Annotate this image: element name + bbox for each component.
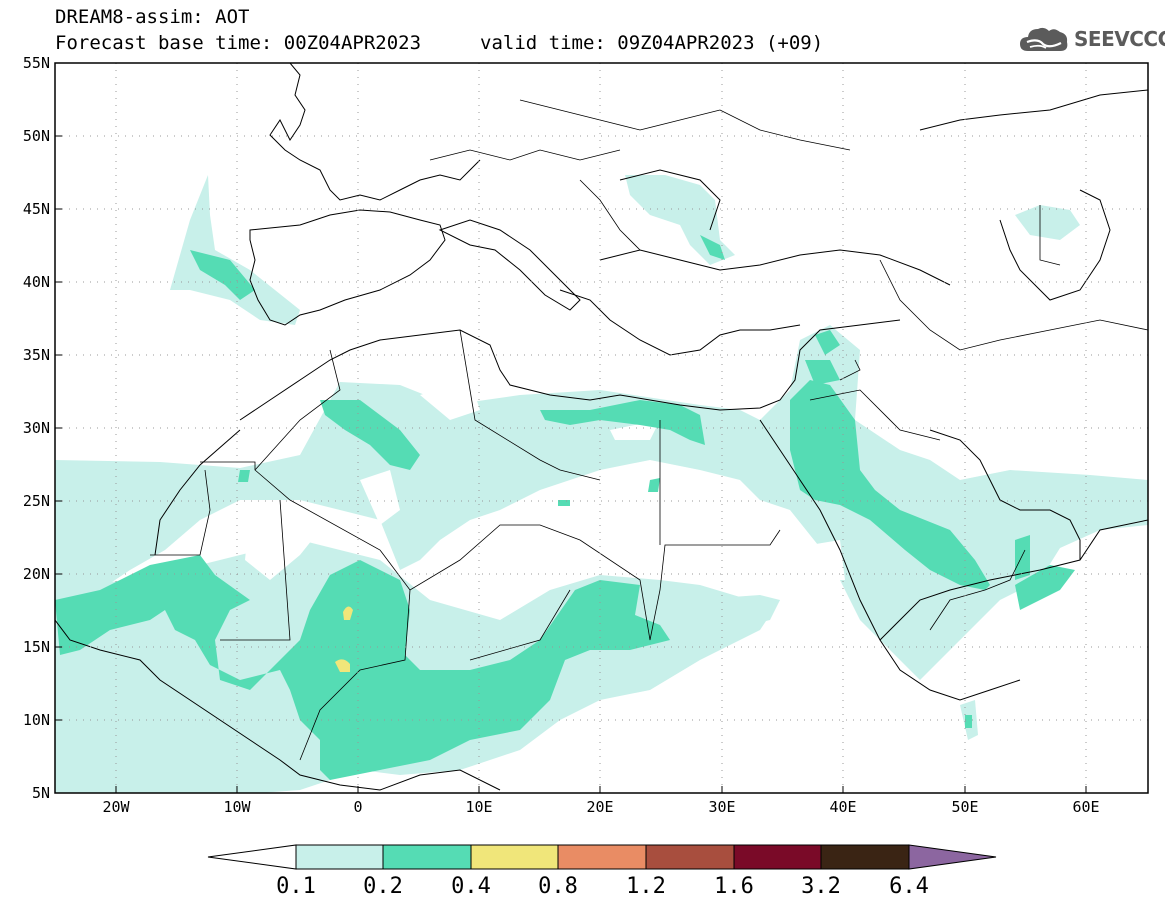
- seevccc-logo: SEEVCCC: [1018, 24, 1165, 54]
- graticule: [55, 63, 1148, 793]
- colorbar-segment: [295, 844, 384, 870]
- country-borders: [150, 99, 1148, 761]
- colorbar-label: 3.2: [801, 874, 841, 899]
- lon-label: 20W: [102, 798, 130, 816]
- lat-label: 50N: [23, 127, 50, 145]
- colorbar-under-arrow: [207, 844, 297, 870]
- lon-label: 40E: [829, 798, 856, 816]
- colorbar-label: 0.2: [363, 874, 403, 899]
- colorbar-segment: [820, 844, 910, 870]
- colorbar-label: 1.6: [714, 874, 754, 899]
- lon-label: 10W: [223, 798, 251, 816]
- map-title: DREAM8-assim: AOT: [55, 6, 250, 28]
- lat-label: 55N: [23, 54, 50, 72]
- colorbar-label: 0.1: [276, 874, 316, 899]
- colorbar-segment: [382, 844, 472, 870]
- aot-level-0.2-0.4: [55, 235, 1075, 780]
- lat-label: 35N: [23, 346, 50, 364]
- lat-label: 15N: [23, 638, 50, 656]
- colorbar-label: 6.4: [889, 874, 929, 899]
- lat-label: 40N: [23, 273, 50, 291]
- colorbar-label: 0.4: [451, 874, 491, 899]
- cloud-icon: [1020, 27, 1068, 51]
- aot-field: [55, 175, 1148, 793]
- colorbar-over-arrow: [908, 844, 997, 870]
- lon-label: 30E: [708, 798, 735, 816]
- coastlines: [55, 63, 1148, 791]
- lat-label: 30N: [23, 419, 50, 437]
- lat-label: 10N: [23, 711, 50, 729]
- colorbar-label: 1.2: [626, 874, 666, 899]
- colorbar-label: 0.8: [538, 874, 578, 899]
- lon-label: 0: [353, 798, 362, 816]
- longitude-labels: 20W 10W 0 10E 20E 30E 40E 50E 60E: [102, 798, 1099, 816]
- aot-level-0.4-0.8: [335, 606, 353, 672]
- valid-time: valid time: 09Z04APR2023 (+09): [480, 32, 824, 54]
- logo-text: SEEVCCC: [1074, 27, 1165, 51]
- lon-label: 10E: [465, 798, 492, 816]
- forecast-base-time: Forecast base time: 00Z04APR2023: [55, 32, 422, 54]
- lon-label: 60E: [1072, 798, 1099, 816]
- colorbar-segment: [733, 844, 822, 870]
- latitude-labels: 55N 50N 45N 40N 35N 30N 25N 20N 15N 10N …: [23, 54, 50, 802]
- lat-label: 25N: [23, 492, 50, 510]
- lat-label: 45N: [23, 200, 50, 218]
- lat-label: 20N: [23, 565, 50, 583]
- colorbar: 0.1 0.2 0.4 0.8 1.2 1.6 3.2 6.4: [207, 844, 997, 899]
- colorbar-segment: [470, 844, 559, 870]
- tick-marks: [55, 62, 1087, 793]
- colorbar-segment: [557, 844, 647, 870]
- colorbar-segment: [645, 844, 735, 870]
- lat-label: 5N: [32, 784, 50, 802]
- lon-label: 20E: [586, 798, 613, 816]
- lon-label: 50E: [951, 798, 978, 816]
